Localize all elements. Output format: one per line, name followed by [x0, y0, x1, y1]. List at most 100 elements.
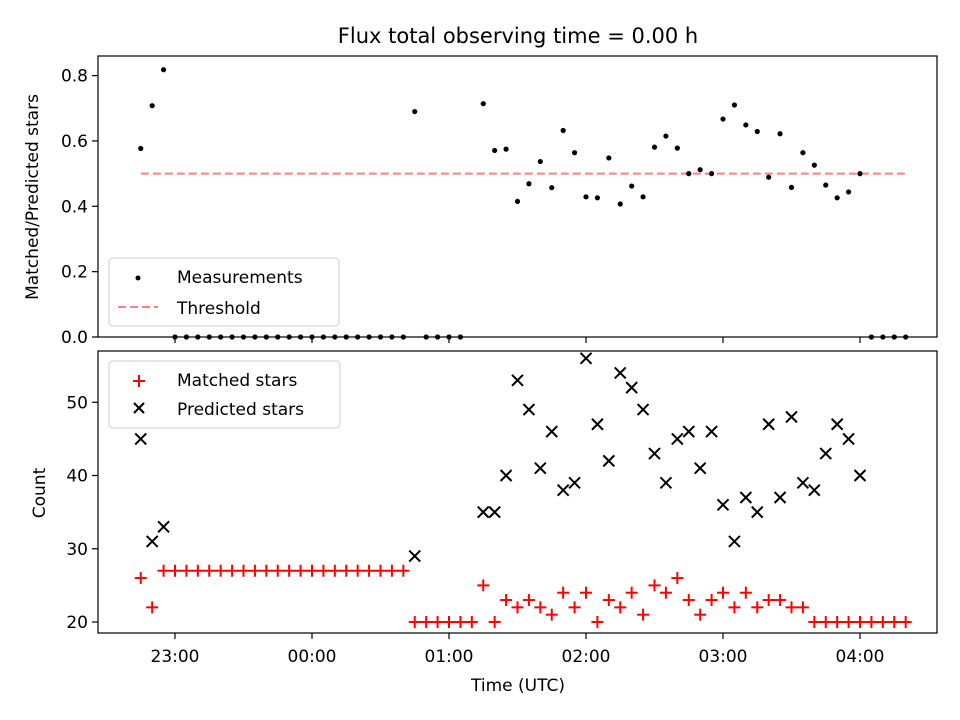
predicted-star-point: [671, 432, 684, 446]
matched-star-point: [454, 616, 467, 629]
matched-star-point: [340, 564, 353, 577]
matched-star-point: [443, 616, 455, 629]
matched-star-point: [317, 564, 330, 577]
predicted-star-point: [625, 381, 638, 394]
predicted-star-point: [716, 498, 730, 512]
predicted-star-point: [134, 432, 147, 446]
matched-star-point: [488, 616, 501, 629]
matched-star-point: [819, 616, 832, 629]
predicted-star-point: [739, 491, 753, 504]
matched-star-point: [226, 564, 239, 577]
matched-star-point: [557, 586, 570, 599]
legend-matched-marker: [133, 375, 145, 387]
predicted-star-point: [659, 476, 673, 490]
predicted-star-point: [488, 505, 501, 519]
matched-star-point: [728, 601, 741, 614]
predicted-star-point: [511, 374, 524, 387]
predicted-star-point: [762, 418, 775, 431]
measurement-point: [514, 198, 521, 205]
matched-star-point: [477, 579, 490, 592]
predicted-star-point: [545, 425, 558, 438]
top-y-tick-label: 0.0: [61, 328, 88, 348]
measurement-point: [743, 122, 749, 128]
bottom-y-tick-label: 40: [66, 467, 88, 487]
predicted-star-point: [556, 483, 570, 497]
matched-star-point: [648, 579, 661, 592]
measurement-point: [788, 184, 795, 190]
matched-star-point: [180, 564, 193, 577]
legend-predicted-label: Predicted stars: [177, 400, 304, 420]
matched-star-point: [385, 564, 398, 577]
predicted-star-point: [842, 432, 855, 446]
legend-threshold-label: Threshold: [176, 299, 261, 319]
matched-star-point: [831, 616, 844, 629]
matched-star-point: [717, 586, 729, 599]
top-panel: 0.00.20.40.60.8 Matched/Predicted stars …: [23, 55, 938, 348]
matched-star-point: [876, 616, 889, 629]
measurement-point: [686, 171, 692, 177]
bottom-y-tick-label: 20: [66, 613, 88, 633]
predicted-star-point: [408, 549, 421, 563]
measurement-point: [617, 201, 623, 207]
predicted-star-point: [693, 461, 707, 475]
matched-star-point: [420, 616, 433, 629]
measurement-point: [412, 108, 418, 115]
top-y-tick-label: 0.8: [61, 67, 88, 87]
top-y-tick-label: 0.2: [61, 263, 88, 283]
matched-star-point: [397, 564, 410, 577]
top-x-ticks: [174, 337, 861, 343]
measurement-point: [754, 128, 760, 135]
measurement-point: [800, 150, 806, 156]
matched-star-point: [465, 616, 478, 629]
measurement-point: [583, 194, 589, 200]
predicted-star-point: [145, 535, 159, 548]
bottom-axes-frame: [97, 350, 938, 634]
legend-matched-label: Matched stars: [177, 371, 297, 391]
matched-star-point: [237, 564, 250, 577]
matched-star-point: [774, 594, 787, 607]
x-tick-label: 03:00: [699, 647, 748, 667]
bottom-plot-marks: [134, 352, 912, 629]
matched-star-point: [134, 572, 147, 585]
legend-measurements-marker: [135, 275, 141, 281]
predicted-star-point: [705, 425, 718, 438]
x-tick-label: 01:00: [425, 647, 474, 667]
matched-star-point: [659, 586, 672, 599]
predicted-star-point: [534, 461, 547, 475]
matched-star-point: [808, 616, 821, 629]
predicted-star-point: [830, 418, 844, 431]
top-legend: Measurements Threshold: [108, 257, 340, 327]
legend-measurements-label: Measurements: [177, 268, 303, 288]
predicted-star-point: [477, 505, 490, 519]
measurement-point: [149, 103, 155, 109]
matched-star-point: [328, 564, 341, 577]
matched-star-point: [522, 594, 535, 607]
matched-star-point: [294, 564, 307, 577]
measurement-point: [160, 67, 167, 73]
bottom-legend-box: [108, 360, 341, 429]
predicted-star-point: [819, 447, 832, 460]
measurement-point: [720, 116, 726, 122]
top-axes-frame: [97, 55, 938, 338]
matched-star-point: [203, 564, 216, 577]
measurement-point: [629, 183, 635, 189]
predicted-star-point: [728, 535, 741, 548]
top-legend-box: [108, 257, 340, 327]
matched-star-point: [785, 601, 798, 614]
matched-star-point: [602, 594, 615, 607]
predicted-star-point: [591, 418, 604, 431]
bottom-legend: Matched stars Predicted stars: [108, 360, 341, 429]
predicted-star-point: [648, 447, 661, 460]
measurement-point: [138, 145, 144, 152]
matched-star-point: [591, 616, 604, 629]
matched-star-point: [637, 608, 650, 621]
measurement-point: [777, 131, 783, 137]
matched-star-point: [431, 616, 444, 629]
matched-star-point: [306, 564, 318, 577]
predicted-star-point: [614, 366, 627, 380]
measurement-point: [560, 127, 566, 134]
matched-star-point: [157, 564, 170, 577]
